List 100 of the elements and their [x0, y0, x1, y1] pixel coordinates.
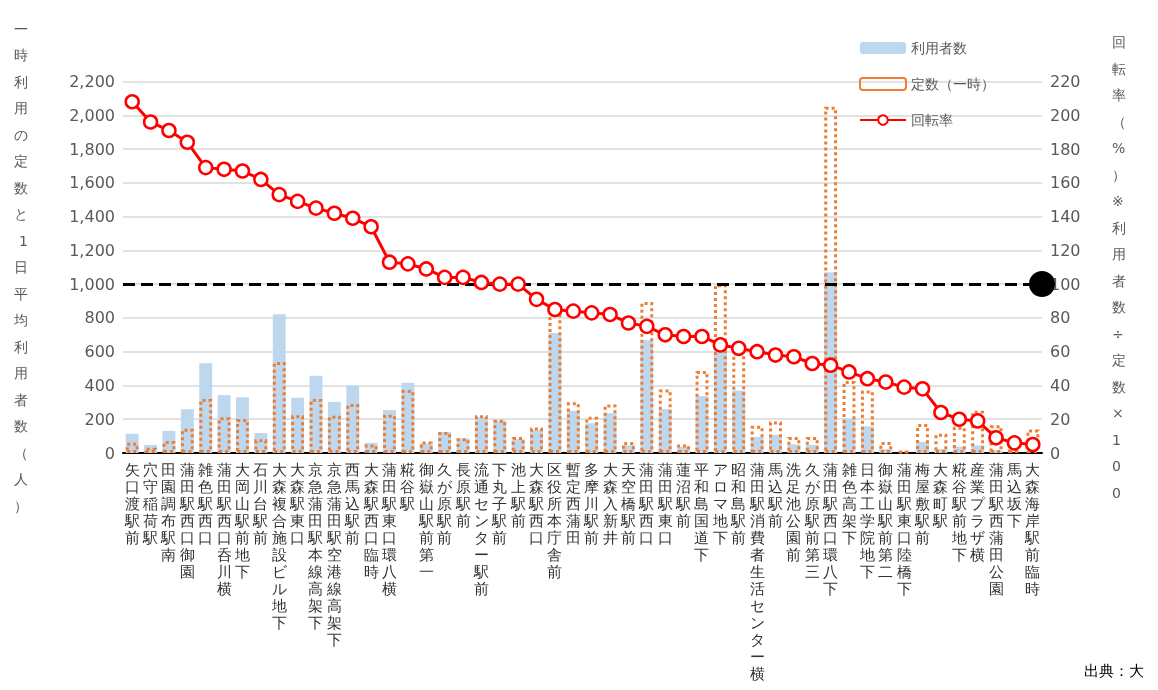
text: 回転率（%）※利用者数÷定数×100	[1112, 34, 1126, 501]
point	[749, 343, 765, 360]
point	[694, 328, 710, 345]
point	[712, 337, 729, 353]
bar	[162, 441, 176, 453]
bar	[272, 361, 286, 453]
bar	[971, 410, 985, 453]
bar	[1008, 449, 1021, 453]
x-tick-label: 大森駅西口臨時	[362, 460, 379, 581]
point	[455, 269, 471, 286]
point	[473, 274, 490, 291]
y-tick-label: 800	[84, 308, 115, 328]
point	[565, 303, 582, 319]
x-tick-label: 日本工学院地下	[858, 460, 875, 581]
point	[767, 347, 784, 363]
x-tick-label: 下丸子駅前	[491, 460, 508, 547]
point	[418, 261, 435, 277]
point	[822, 357, 839, 373]
x-tick-label: 糀谷駅	[399, 460, 416, 513]
point	[933, 404, 949, 421]
x-tick-label: 久が原駅前	[436, 460, 454, 547]
x-tick-label: 蒲田駅東口環八横	[381, 460, 398, 598]
bar	[934, 433, 948, 453]
point	[620, 315, 637, 331]
bar	[346, 404, 360, 453]
x-tick-label: 糀谷駅前地下	[950, 460, 967, 564]
bar	[309, 398, 323, 453]
x-tick-label: 蒲田駅東口陸橋下	[895, 460, 912, 598]
x-tick-label: 平和島国道下	[694, 460, 710, 564]
point	[1025, 436, 1041, 453]
y2-tick-label: 80	[1050, 308, 1071, 328]
x-tick-label: 久が原駅前第三	[803, 460, 821, 581]
x-tick-label: 区役所本庁舎前	[547, 460, 563, 581]
x-tick-label: 雑色駅西口	[197, 460, 214, 547]
x-tick-label: 大森海岸駅前臨時	[1024, 460, 1041, 598]
x-tick-label: 長原駅前	[454, 460, 471, 530]
y-tick-label: 1,000	[69, 274, 115, 294]
point	[841, 364, 857, 380]
x-tick-label: 蒲田駅西口呑川横	[215, 460, 232, 598]
x-tick-label: 流通センター駅前	[472, 460, 489, 598]
bar	[732, 352, 746, 453]
y-tick-label: 1,200	[69, 240, 115, 260]
y-tick-label: 200	[84, 409, 115, 429]
x-tick-label: 馬込坂下	[1005, 460, 1022, 530]
x-tick-label: 馬込駅前	[766, 460, 783, 530]
bar	[879, 442, 893, 453]
x-tick-label: 大森入新井	[602, 460, 618, 547]
point	[547, 301, 563, 318]
x-tick-label: 穴守稲荷駅	[142, 460, 159, 547]
point	[179, 134, 196, 151]
point	[400, 256, 416, 272]
x-tick-label: 蒲田駅西口御園	[178, 460, 195, 581]
y-tick-label: 600	[84, 342, 115, 362]
bar	[254, 439, 268, 453]
x-tick-label: 大森町駅	[932, 460, 949, 530]
legend-label: 回転率	[911, 112, 953, 128]
point	[878, 374, 894, 390]
bar	[125, 442, 139, 453]
point	[436, 269, 453, 286]
x-tick-label: 石川台駅前	[252, 460, 269, 547]
x-tick-label: 西馬込駅前	[344, 460, 361, 547]
point	[988, 430, 1004, 446]
y2-tick-label: 180	[1050, 139, 1081, 159]
bar	[217, 417, 231, 453]
y2-tick-label: 20	[1050, 409, 1071, 429]
bar	[842, 381, 856, 453]
x-tick-label: 産業プラザ横	[970, 460, 987, 564]
point	[951, 411, 968, 427]
bar	[787, 436, 801, 453]
point	[602, 306, 618, 323]
point	[859, 370, 876, 387]
point	[124, 94, 140, 110]
bar	[566, 402, 580, 453]
point	[896, 379, 912, 395]
source-note: 出典：大	[1084, 661, 1144, 680]
point	[161, 122, 177, 139]
x-tick-label: 矢口渡駅前	[123, 460, 140, 547]
x-tick-label: 昭和島駅前	[730, 460, 747, 547]
x-tick-label: 多摩川駅前	[583, 460, 600, 547]
bar	[695, 370, 709, 453]
point	[639, 318, 655, 335]
x-tick-label: 池上駅前	[509, 460, 526, 530]
x-tick-label: 暫定西蒲田	[565, 460, 581, 547]
point	[234, 163, 251, 179]
bar	[603, 404, 617, 453]
y-tick-label: 400	[84, 375, 115, 395]
bar	[713, 284, 727, 453]
legend-label: 定数（一時）	[911, 76, 995, 92]
bar	[236, 419, 249, 453]
category-label: 蒲田駅消費者生活センター横	[749, 460, 765, 683]
y2-tick-label: 140	[1050, 207, 1081, 227]
y2-tick-label: 60	[1050, 342, 1071, 362]
point	[308, 200, 324, 216]
point	[657, 327, 673, 343]
point	[786, 349, 802, 365]
y-tick-label: 1,600	[69, 173, 115, 193]
point	[197, 159, 214, 176]
y2-tick-label: 200	[1050, 105, 1081, 125]
y2-tick-label: 220	[1050, 72, 1081, 91]
point	[216, 161, 232, 178]
